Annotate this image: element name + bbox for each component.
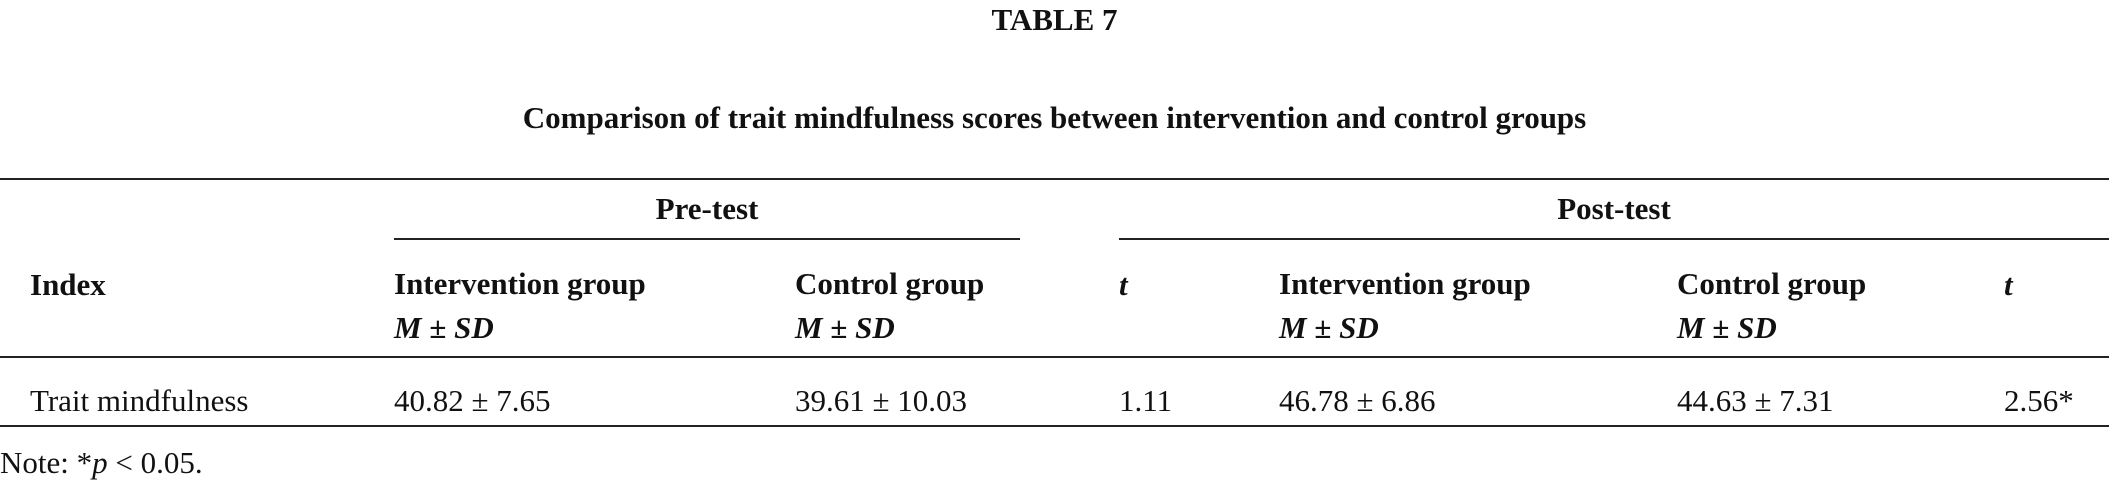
cell: 1.11 bbox=[1119, 383, 1173, 418]
group-header: Pre-test bbox=[655, 191, 759, 226]
top-rule bbox=[0, 178, 2109, 180]
column-header: t bbox=[1119, 267, 1128, 302]
cell: 46.78 ± 6.86 bbox=[1279, 383, 1436, 418]
cell: 40.82 ± 7.65 bbox=[394, 383, 551, 418]
header-rule bbox=[0, 356, 2109, 358]
table-note: Note: *p < 0.05. bbox=[0, 447, 203, 478]
cell: 44.63 ± 7.31 bbox=[1677, 383, 1834, 418]
table-caption: Comparison of trait mindfulness scores b… bbox=[522, 100, 1587, 135]
note-text: Note: * bbox=[0, 445, 93, 480]
cell: 39.61 ± 10.03 bbox=[795, 383, 968, 418]
column-stat: M ± SD bbox=[795, 310, 895, 345]
group-header: Post-test bbox=[1557, 191, 1671, 226]
column-stat: M ± SD bbox=[1677, 310, 1777, 345]
column-header: Intervention group bbox=[1279, 266, 1531, 301]
cell: Trait mindfulness bbox=[30, 383, 249, 418]
bottom-rule bbox=[0, 425, 2109, 427]
note-text: p bbox=[92, 445, 108, 480]
column-header: t bbox=[2004, 267, 2013, 302]
column-stat: M ± SD bbox=[394, 310, 494, 345]
note-text: < 0.05. bbox=[107, 445, 203, 480]
column-stat: M ± SD bbox=[1279, 310, 1379, 345]
group-rule bbox=[394, 238, 1020, 240]
column-header: Intervention group bbox=[394, 266, 646, 301]
column-header: Control group bbox=[795, 266, 985, 301]
column-header: Control group bbox=[1677, 266, 1867, 301]
cell: 2.56* bbox=[2004, 383, 2074, 418]
column-header: Index bbox=[30, 267, 106, 302]
group-rule bbox=[1119, 238, 2109, 240]
table-label: TABLE 7 bbox=[991, 2, 1118, 37]
